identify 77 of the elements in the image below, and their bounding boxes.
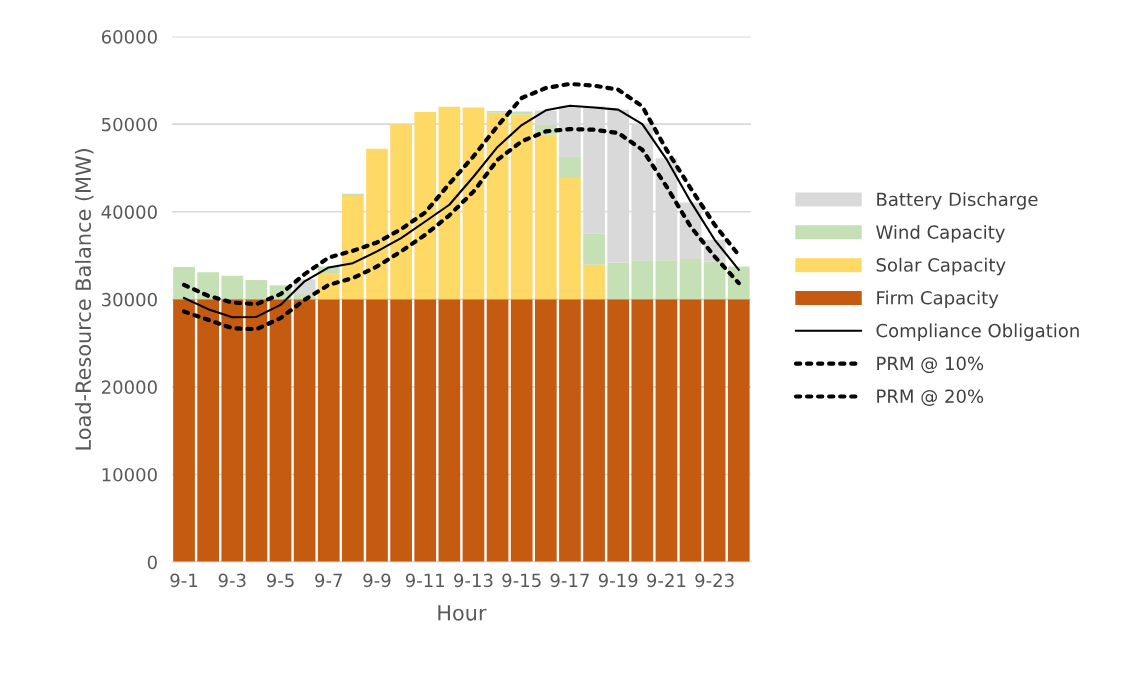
bar bbox=[317, 299, 340, 563]
bar bbox=[583, 299, 605, 563]
x-tick-label: 9-13 bbox=[454, 573, 493, 588]
bar bbox=[221, 299, 244, 563]
x-tick-label: 9-11 bbox=[405, 573, 445, 588]
bar bbox=[245, 280, 268, 300]
bar bbox=[510, 114, 533, 300]
bar bbox=[727, 266, 750, 300]
bar bbox=[342, 196, 364, 300]
bar bbox=[197, 299, 219, 563]
x-tick-label: 9-17 bbox=[550, 573, 589, 588]
legend-label: PRM @ 10% bbox=[877, 356, 984, 374]
bar bbox=[366, 299, 388, 563]
x-tick-label: 9-7 bbox=[315, 573, 342, 588]
x-tick-label: 9-5 bbox=[266, 573, 294, 588]
bar bbox=[173, 266, 195, 300]
y-tick-label: 10000 bbox=[102, 467, 157, 482]
bar bbox=[655, 299, 678, 563]
bar bbox=[462, 299, 485, 563]
y-tick-label: 40000 bbox=[101, 205, 157, 219]
bar bbox=[559, 178, 581, 300]
bar bbox=[486, 299, 509, 563]
bar bbox=[390, 299, 412, 563]
bar bbox=[462, 107, 485, 300]
legend-label: Solar Capacity bbox=[876, 257, 1006, 276]
line-series bbox=[181, 127, 741, 332]
bar bbox=[510, 111, 533, 115]
bar bbox=[486, 112, 509, 300]
bar bbox=[438, 106, 461, 300]
y-tick-label: 50000 bbox=[102, 117, 157, 132]
y-tick-label: 60000 bbox=[101, 30, 157, 44]
bar bbox=[583, 264, 605, 300]
y-tick-label: 30000 bbox=[102, 292, 157, 307]
x-tick-label: 9-9 bbox=[363, 573, 391, 588]
y-tick-label: 20000 bbox=[101, 380, 157, 395]
x-tick-label: 9-15 bbox=[502, 573, 541, 588]
bar bbox=[221, 275, 244, 300]
bar bbox=[655, 260, 678, 300]
bar bbox=[245, 299, 268, 563]
bar bbox=[173, 299, 195, 563]
bar bbox=[269, 299, 292, 563]
legend-label: Compliance Obligation bbox=[876, 323, 1079, 341]
x-tick-label: 9-1 bbox=[170, 573, 198, 588]
y-axis-title: Load-Resource Balance (MW) bbox=[74, 149, 94, 450]
bar bbox=[631, 299, 654, 563]
bar bbox=[703, 261, 726, 300]
y-tick-label: 0 bbox=[147, 555, 157, 570]
legend-label: Wind Capacity bbox=[876, 224, 1005, 243]
bar bbox=[607, 262, 630, 300]
x-tick-label: 9-3 bbox=[218, 573, 246, 588]
bar bbox=[414, 111, 437, 300]
bar bbox=[390, 124, 412, 300]
bar bbox=[342, 299, 364, 563]
bar bbox=[414, 299, 437, 563]
bar bbox=[342, 193, 364, 196]
x-axis-title: Hour bbox=[438, 605, 487, 621]
bar bbox=[438, 299, 461, 563]
bar bbox=[559, 299, 581, 563]
bar bbox=[366, 148, 388, 300]
bar bbox=[534, 134, 557, 300]
legend-label: Firm Capacity bbox=[877, 290, 999, 309]
x-tick-label: 9-23 bbox=[695, 573, 734, 588]
bar bbox=[534, 299, 557, 563]
x-tick-label: 9-21 bbox=[647, 573, 686, 588]
bar bbox=[293, 299, 316, 563]
bar bbox=[510, 299, 533, 563]
bar bbox=[559, 157, 581, 179]
bar bbox=[631, 260, 654, 300]
legend-label: Battery Discharge bbox=[877, 192, 1038, 210]
bar bbox=[679, 259, 702, 300]
bar bbox=[727, 299, 750, 563]
bar bbox=[679, 299, 702, 563]
x-tick-label: 9-19 bbox=[598, 573, 638, 588]
legend-label: PRM @ 20% bbox=[877, 389, 984, 406]
bar bbox=[583, 233, 605, 265]
bar bbox=[607, 299, 630, 563]
bar bbox=[703, 299, 726, 563]
